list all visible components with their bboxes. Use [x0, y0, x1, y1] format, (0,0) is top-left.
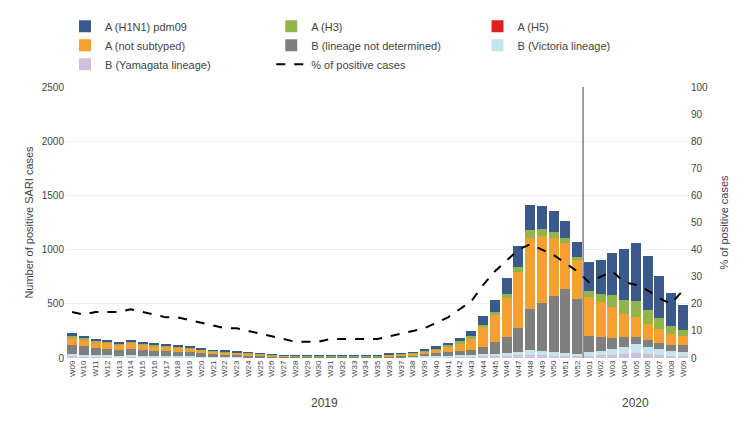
svg-text:W38: W38 — [408, 360, 417, 377]
svg-text:2500: 2500 — [42, 82, 65, 93]
svg-text:W44: W44 — [479, 360, 488, 377]
svg-text:W50: W50 — [549, 360, 558, 377]
svg-text:80: 80 — [691, 136, 703, 147]
svg-text:B (Yamagata lineage): B (Yamagata lineage) — [105, 59, 211, 71]
svg-text:W27: W27 — [279, 360, 288, 377]
svg-text:B (Victoria lineage): B (Victoria lineage) — [518, 40, 611, 52]
svg-text:A (not subtyped): A (not subtyped) — [105, 40, 185, 52]
svg-text:W21: W21 — [209, 360, 218, 377]
svg-text:Number of positive SARI cases: Number of positive SARI cases — [23, 146, 35, 299]
svg-text:W40: W40 — [432, 360, 441, 377]
svg-text:60: 60 — [691, 190, 703, 201]
svg-text:W08: W08 — [667, 360, 676, 377]
svg-text:W12: W12 — [103, 360, 112, 377]
svg-text:W19: W19 — [185, 360, 194, 377]
svg-text:W05: W05 — [632, 360, 641, 377]
svg-text:100: 100 — [691, 82, 708, 93]
svg-text:W32: W32 — [338, 360, 347, 377]
svg-text:70: 70 — [691, 163, 703, 174]
svg-text:W23: W23 — [232, 360, 241, 377]
svg-text:30: 30 — [691, 271, 703, 282]
svg-text:W28: W28 — [291, 360, 300, 377]
svg-text:W04: W04 — [620, 360, 629, 377]
svg-text:0: 0 — [691, 353, 697, 364]
svg-text:W34: W34 — [361, 360, 370, 377]
svg-text:W24: W24 — [244, 360, 253, 377]
svg-text:W39: W39 — [420, 360, 429, 377]
svg-text:A (H5): A (H5) — [518, 21, 549, 33]
svg-text:W06: W06 — [643, 360, 652, 377]
svg-text:W25: W25 — [256, 360, 265, 377]
svg-text:W35: W35 — [373, 360, 382, 377]
svg-text:W02: W02 — [596, 360, 605, 377]
svg-text:W11: W11 — [91, 360, 100, 376]
svg-text:A (H1N1) pdm09: A (H1N1) pdm09 — [105, 21, 187, 33]
svg-text:W14: W14 — [126, 360, 135, 377]
svg-text:W36: W36 — [385, 360, 394, 377]
svg-text:% of positive cases: % of positive cases — [718, 175, 730, 270]
svg-text:W42: W42 — [455, 360, 464, 377]
svg-text:50: 50 — [691, 217, 703, 228]
svg-text:W41: W41 — [444, 360, 453, 377]
svg-text:W10: W10 — [79, 360, 88, 377]
svg-text:W22: W22 — [220, 360, 229, 377]
svg-text:W49: W49 — [538, 360, 547, 377]
svg-text:W33: W33 — [350, 360, 359, 377]
svg-text:500: 500 — [47, 298, 64, 309]
svg-text:W43: W43 — [467, 360, 476, 377]
svg-text:2020: 2020 — [622, 396, 649, 410]
svg-text:W09: W09 — [679, 360, 688, 377]
svg-text:1000: 1000 — [42, 244, 65, 255]
svg-text:W20: W20 — [197, 360, 206, 377]
svg-text:W16: W16 — [150, 360, 159, 377]
svg-text:W45: W45 — [491, 360, 500, 377]
svg-text:W26: W26 — [267, 360, 276, 377]
svg-text:W18: W18 — [173, 360, 182, 377]
svg-text:W03: W03 — [608, 360, 617, 377]
svg-text:20: 20 — [691, 298, 703, 309]
svg-text:W48: W48 — [526, 360, 535, 377]
svg-text:2000: 2000 — [42, 136, 65, 147]
svg-text:W47: W47 — [514, 360, 523, 377]
svg-text:0: 0 — [58, 353, 64, 364]
svg-text:W17: W17 — [162, 360, 171, 377]
svg-text:A (H3): A (H3) — [311, 21, 342, 33]
svg-text:W51: W51 — [561, 360, 570, 377]
svg-text:1500: 1500 — [42, 190, 65, 201]
svg-text:40: 40 — [691, 244, 703, 255]
svg-text:W29: W29 — [303, 360, 312, 377]
svg-text:W52: W52 — [573, 360, 582, 377]
svg-text:B (lineage not determined): B (lineage not determined) — [311, 40, 441, 52]
svg-text:W09: W09 — [68, 360, 77, 377]
svg-text:2019: 2019 — [311, 396, 338, 410]
svg-text:% of positive cases: % of positive cases — [311, 59, 406, 71]
svg-text:W07: W07 — [655, 360, 664, 377]
svg-text:W15: W15 — [138, 360, 147, 377]
svg-text:W01: W01 — [585, 360, 594, 377]
svg-text:W46: W46 — [502, 360, 511, 377]
svg-text:10: 10 — [691, 325, 703, 336]
svg-text:W13: W13 — [115, 360, 124, 377]
svg-text:90: 90 — [691, 109, 703, 120]
svg-text:W30: W30 — [314, 360, 323, 377]
svg-text:W37: W37 — [397, 360, 406, 377]
svg-text:W31: W31 — [326, 360, 335, 377]
